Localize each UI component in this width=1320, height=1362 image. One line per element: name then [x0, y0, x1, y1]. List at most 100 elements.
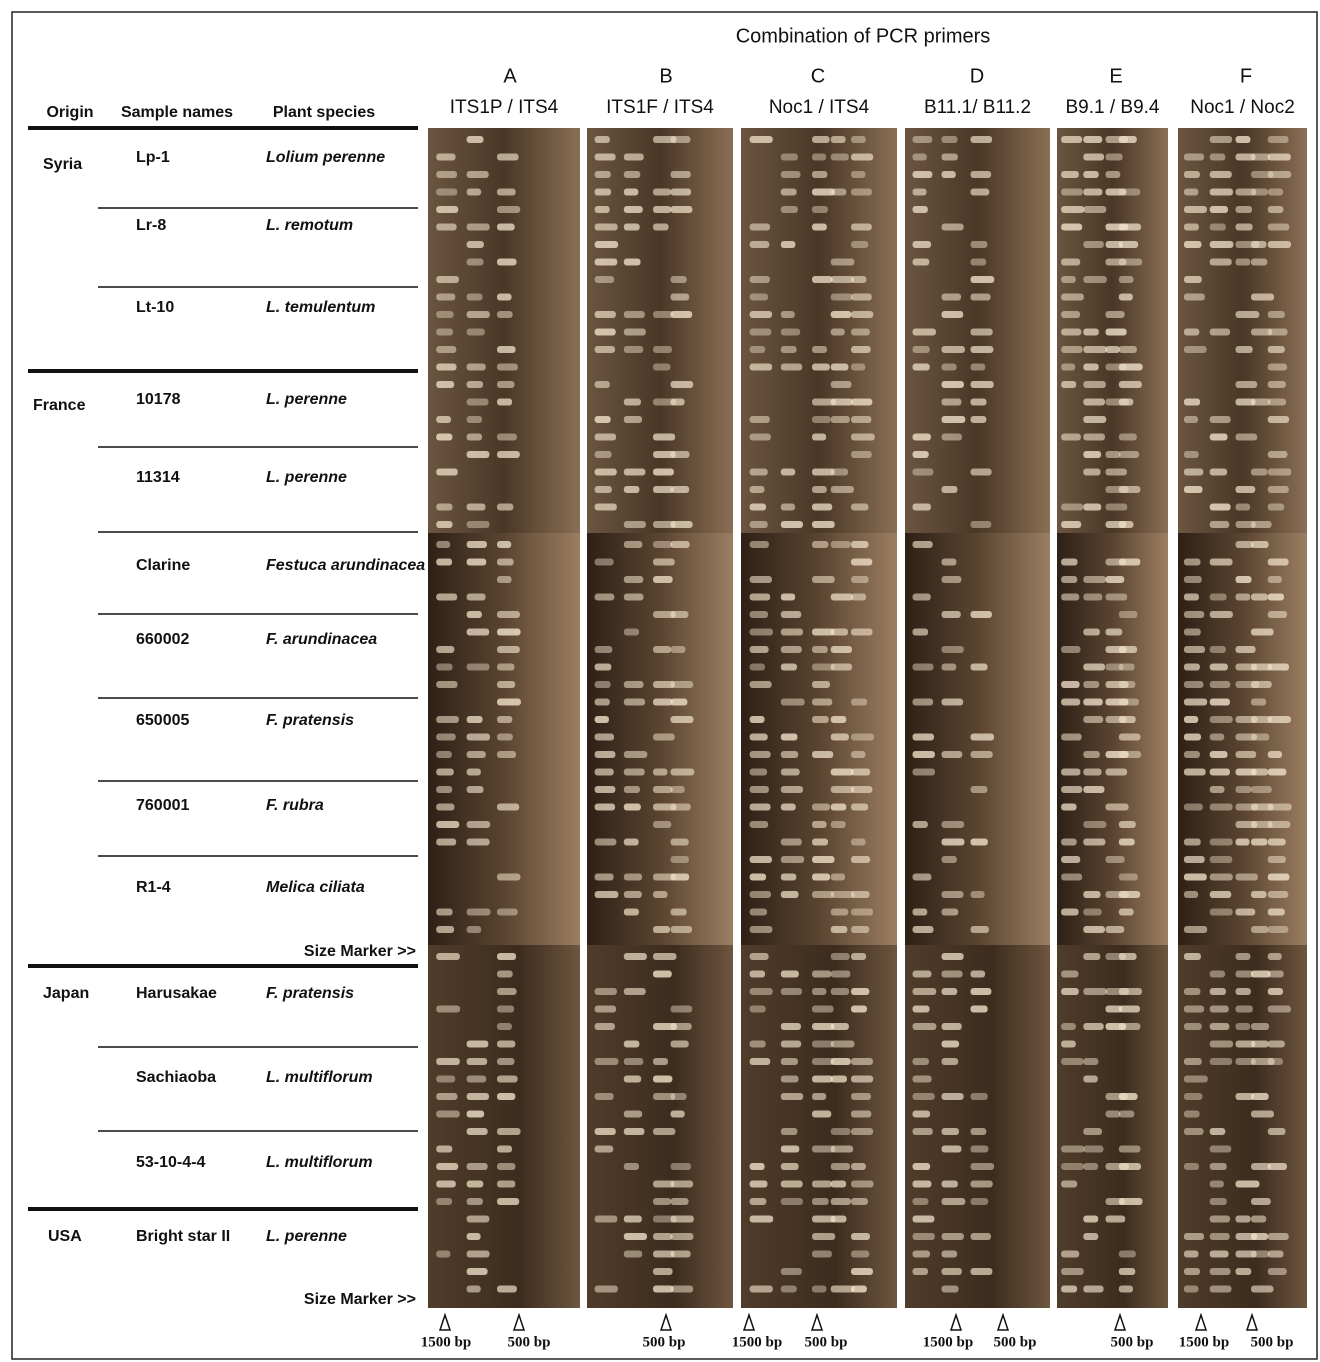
gel-band [595, 804, 616, 811]
gel-band [1236, 953, 1251, 960]
gel-band [1210, 559, 1233, 566]
gel-band [913, 734, 935, 741]
gel-band [497, 681, 515, 688]
gel-band [851, 154, 873, 161]
gel-band [1268, 559, 1289, 566]
gel-band [1251, 769, 1268, 776]
gel-band [1210, 1128, 1226, 1135]
gel-band [1119, 1023, 1141, 1030]
gel-band [671, 311, 693, 318]
gel-band [595, 1216, 618, 1223]
gel-band [1251, 259, 1267, 266]
gel-band [750, 1286, 773, 1293]
gel-band [750, 434, 771, 441]
gel-band [1106, 451, 1121, 458]
gel-band [671, 1286, 694, 1293]
primer-letter: A [503, 65, 517, 87]
gel-band [1061, 434, 1081, 441]
gel-band [1268, 971, 1284, 978]
gel-band [467, 909, 491, 916]
gel-band [851, 1093, 871, 1100]
gel-band [671, 804, 691, 811]
gel-band [1184, 1023, 1202, 1030]
gel-band [595, 416, 611, 423]
gel-band [497, 1093, 515, 1100]
gel-band [1119, 953, 1137, 960]
sample-table: OriginSample namesPlant speciesSyriaLp-1… [28, 104, 425, 1308]
gel-band [831, 769, 854, 776]
gel-band [624, 311, 645, 318]
gel-band [1236, 594, 1251, 601]
gel-band [781, 346, 797, 353]
sample-name: Sachiaoba [136, 1069, 216, 1086]
gel-band [653, 189, 671, 196]
gel-band [1119, 1093, 1138, 1100]
gel-band [1119, 399, 1134, 406]
gel-band [781, 839, 802, 846]
gel-band [467, 1041, 489, 1048]
origin: Japan [43, 985, 89, 1002]
gel-band [436, 1251, 450, 1258]
gel-band [913, 988, 937, 995]
gel-band [653, 1268, 673, 1275]
gel-band [831, 469, 848, 476]
gel-band [1184, 926, 1207, 933]
gel-band [750, 1058, 771, 1065]
gel-band [851, 311, 873, 318]
gel-band [1268, 909, 1285, 916]
gel-band [812, 171, 827, 178]
gel-band [750, 988, 773, 995]
gel-band [851, 629, 873, 636]
marker-arrow [1115, 1315, 1125, 1330]
gel-band [971, 416, 987, 423]
gel-band [497, 294, 512, 301]
gel-band [1268, 611, 1287, 618]
marker-arrow [812, 1315, 822, 1330]
gel-band [1236, 224, 1253, 231]
gel-band [971, 294, 991, 301]
gel-band [1061, 206, 1084, 213]
gel-band [913, 874, 932, 881]
gel-band [913, 1006, 930, 1013]
gel-band [1083, 594, 1102, 601]
gel-band [436, 346, 456, 353]
gel-band [1061, 276, 1076, 283]
gel-band [595, 751, 616, 758]
gel-band [851, 988, 869, 995]
gel-band [671, 521, 693, 528]
gel-band [1251, 154, 1270, 161]
gel-band [942, 154, 958, 161]
gel-band [1268, 189, 1283, 196]
gel-band [1268, 171, 1291, 178]
gel-band [831, 1128, 851, 1135]
gel-band [1061, 1058, 1084, 1065]
gel-band [1251, 1286, 1274, 1293]
gel-band [497, 1041, 515, 1048]
gel-band [595, 1058, 619, 1065]
gel-band [812, 971, 831, 978]
gel-band [971, 1198, 989, 1205]
gel-band [851, 189, 872, 196]
gel-band [1119, 716, 1136, 723]
gel-band [497, 364, 518, 371]
gel-band [750, 521, 768, 528]
gel-band [913, 1111, 931, 1118]
gel-band [851, 1076, 873, 1083]
gel-band [942, 486, 958, 493]
gel-band [497, 664, 515, 671]
gel-band [1061, 909, 1079, 916]
gel-band [671, 171, 691, 178]
marker-label: 500 bp [994, 1334, 1037, 1350]
gel-band [653, 311, 673, 318]
gel-band [497, 399, 512, 406]
gel-band [1083, 629, 1100, 636]
gel-band [624, 469, 646, 476]
gel-band [1061, 874, 1082, 881]
gel-band [750, 504, 766, 511]
marker-arrow [661, 1315, 671, 1330]
gel-band [1083, 189, 1102, 196]
gel-band [1119, 988, 1142, 995]
primer-pair: B11.1/ B11.2 [924, 97, 1031, 118]
gel-band [653, 891, 668, 898]
gel-band [467, 189, 482, 196]
